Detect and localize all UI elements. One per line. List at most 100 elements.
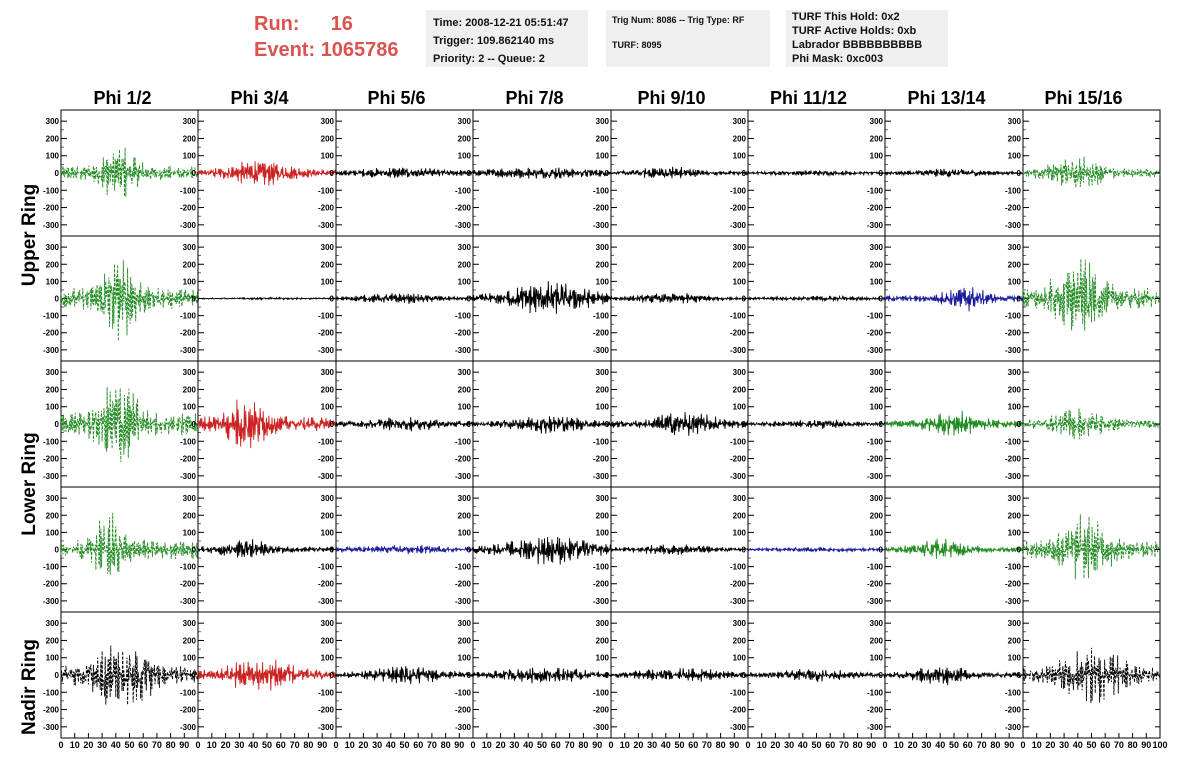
x-tick-label: 60 bbox=[825, 740, 835, 750]
labrador-text: Labrador BBBBBBBBBB bbox=[792, 39, 923, 51]
y-tick-label: -300 bbox=[43, 346, 60, 355]
waveform-trace bbox=[472, 281, 612, 314]
y-tick-label: 300 bbox=[1008, 619, 1022, 628]
x-tick-label: 60 bbox=[963, 740, 973, 750]
x-tick-label: 70 bbox=[977, 740, 987, 750]
turf-hold-text: TURF This Hold: 0x2 bbox=[792, 11, 900, 23]
y-tick-label: -100 bbox=[593, 437, 610, 446]
run-label: Run: bbox=[254, 13, 300, 35]
y-tick-label: 200 bbox=[458, 260, 472, 269]
y-tick-label: -200 bbox=[730, 580, 747, 589]
y-tick-label: -300 bbox=[593, 472, 610, 481]
run-value: 16 bbox=[330, 13, 353, 35]
y-tick-label: 100 bbox=[596, 277, 610, 286]
y-tick-label: -200 bbox=[867, 580, 884, 589]
x-tick-label: 10 bbox=[482, 740, 492, 750]
y-tick-label: 100 bbox=[46, 528, 60, 537]
y-tick-label: 200 bbox=[321, 134, 335, 143]
y-tick-label: -200 bbox=[318, 580, 335, 589]
y-tick-label: 200 bbox=[183, 260, 197, 269]
waveform-trace bbox=[335, 666, 474, 685]
x-tick-label: 30 bbox=[509, 740, 519, 750]
y-tick-label: -300 bbox=[318, 346, 335, 355]
y-tick-label: -300 bbox=[593, 346, 610, 355]
event-value: 1065786 bbox=[320, 39, 399, 61]
y-tick-label: -200 bbox=[318, 455, 335, 464]
y-tick-label: 0 bbox=[742, 671, 747, 680]
y-tick-label: 300 bbox=[183, 117, 197, 126]
y-tick-label: 0 bbox=[879, 295, 884, 304]
x-tick-label: 80 bbox=[303, 740, 313, 750]
y-tick-label: 300 bbox=[870, 494, 884, 503]
y-tick-label: -300 bbox=[455, 346, 472, 355]
y-tick-label: 300 bbox=[596, 117, 610, 126]
x-tick-label: 10 bbox=[757, 740, 767, 750]
y-tick-label: 200 bbox=[1008, 260, 1022, 269]
x-tick-label: 0 bbox=[58, 740, 63, 750]
y-tick-label: 300 bbox=[458, 243, 472, 252]
y-tick-label: -300 bbox=[318, 723, 335, 732]
y-tick-label: 0 bbox=[467, 295, 472, 304]
y-tick-label: 300 bbox=[870, 619, 884, 628]
x-tick-label: 80 bbox=[441, 740, 451, 750]
y-tick-label: 100 bbox=[183, 528, 197, 537]
waveform-trace bbox=[472, 667, 612, 684]
x-tick-label: 50 bbox=[811, 740, 821, 750]
y-tick-label: -200 bbox=[593, 204, 610, 213]
y-tick-label: 100 bbox=[321, 528, 335, 537]
y-tick-label: 100 bbox=[183, 152, 197, 161]
waveform-trace bbox=[884, 667, 1024, 686]
x-tick-label: 10 bbox=[345, 740, 355, 750]
y-tick-label: 0 bbox=[192, 295, 197, 304]
y-tick-label: 0 bbox=[879, 420, 884, 429]
y-tick-label: -300 bbox=[730, 346, 747, 355]
x-tick-label: 0 bbox=[882, 740, 887, 750]
y-tick-label: 100 bbox=[596, 403, 610, 412]
x-tick-label: 50 bbox=[124, 740, 134, 750]
y-tick-label: -100 bbox=[455, 563, 472, 572]
trig-info-box: Trig Num: 8086 -- Trig Type: RF TURF: 80… bbox=[606, 10, 770, 67]
waveform-trace bbox=[472, 416, 612, 434]
waveform-trace bbox=[1022, 647, 1161, 704]
y-tick-label: -200 bbox=[318, 329, 335, 338]
y-tick-label: 200 bbox=[458, 636, 472, 645]
y-tick-label: 200 bbox=[183, 385, 197, 394]
y-tick-label: -300 bbox=[1005, 346, 1022, 355]
y-tick-label: -200 bbox=[180, 580, 197, 589]
y-tick-label: -200 bbox=[180, 329, 197, 338]
y-tick-label: 100 bbox=[46, 277, 60, 286]
waveform-trace bbox=[747, 294, 886, 303]
y-tick-label: 200 bbox=[321, 511, 335, 520]
x-tick-label: 20 bbox=[1045, 740, 1055, 750]
y-tick-label: -200 bbox=[455, 204, 472, 213]
y-tick-label: -300 bbox=[180, 597, 197, 606]
turf-text: TURF: 8095 bbox=[612, 40, 662, 50]
y-tick-label: -200 bbox=[43, 580, 60, 589]
x-tick-label: 30 bbox=[372, 740, 382, 750]
y-tick-label: 300 bbox=[733, 243, 747, 252]
y-tick-label: 0 bbox=[55, 420, 60, 429]
y-tick-label: -100 bbox=[593, 563, 610, 572]
y-tick-label: 300 bbox=[183, 243, 197, 252]
y-tick-label: 300 bbox=[458, 368, 472, 377]
y-tick-label: 300 bbox=[1008, 494, 1022, 503]
x-tick-label: 70 bbox=[427, 740, 437, 750]
x-tick-label: 50 bbox=[949, 740, 959, 750]
y-tick-label: 0 bbox=[1017, 671, 1022, 680]
x-tick-label: 30 bbox=[1059, 740, 1069, 750]
x-tick-label: 0 bbox=[608, 740, 613, 750]
waveform-trace bbox=[335, 167, 474, 178]
y-tick-label: 100 bbox=[733, 403, 747, 412]
waveform-trace bbox=[197, 399, 337, 449]
y-tick-label: 200 bbox=[870, 636, 884, 645]
x-tick-label: 80 bbox=[716, 740, 726, 750]
y-tick-label: -100 bbox=[180, 437, 197, 446]
waveform-trace bbox=[472, 536, 612, 565]
y-tick-label: 200 bbox=[46, 636, 60, 645]
x-tick-label: 80 bbox=[853, 740, 863, 750]
y-tick-label: 200 bbox=[46, 134, 60, 143]
y-tick-label: -200 bbox=[43, 455, 60, 464]
y-tick-label: 200 bbox=[458, 385, 472, 394]
y-tick-label: 300 bbox=[321, 368, 335, 377]
x-tick-label: 60 bbox=[276, 740, 286, 750]
